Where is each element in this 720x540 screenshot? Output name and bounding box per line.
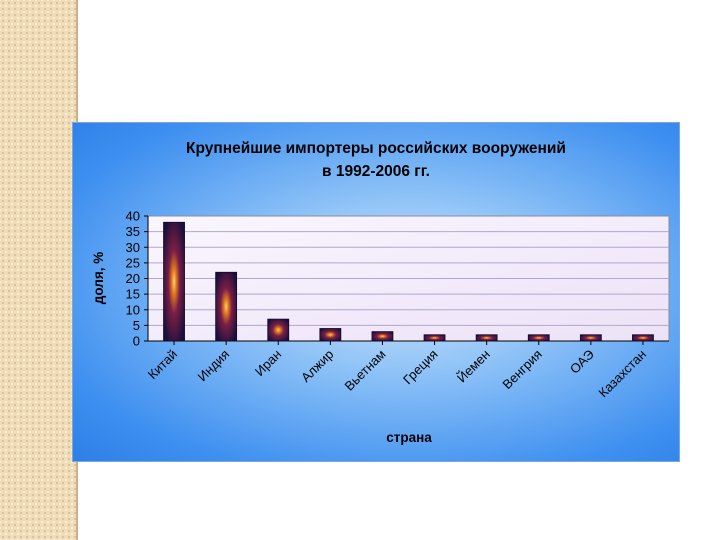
y-tick-label: 25: [126, 255, 140, 270]
y-tick-label: 10: [126, 302, 140, 317]
bar-10: [632, 334, 654, 342]
x-category-label: Венгрия: [499, 347, 545, 393]
bar-3: [267, 318, 290, 342]
x-category-label: Греция: [400, 347, 441, 388]
y-tick-label: 30: [126, 240, 140, 255]
bar-4: [319, 328, 342, 342]
y-tick-label: 15: [126, 287, 140, 302]
decorative-side-strip: [0, 0, 78, 540]
chart-title-line-1: Крупнейшие импортеры российских вооружен…: [186, 140, 566, 157]
y-tick-label: 40: [126, 209, 140, 224]
y-axis-title: доля, %: [91, 252, 106, 304]
x-category-label: Индия: [194, 347, 232, 385]
x-category-label: Иран: [252, 347, 285, 380]
x-category-label: Казахстан: [595, 347, 649, 401]
bar-9: [579, 334, 602, 342]
bar-7: [475, 334, 498, 342]
x-category-label: Китай: [145, 347, 180, 382]
y-tick-label: 35: [126, 224, 140, 239]
x-category-label: Вьетнам: [342, 346, 389, 393]
y-tick-label: 0: [133, 334, 140, 349]
x-axis-categories: Китай Индия Иран Алжир Вьетнам Греция Йемен Вен…: [145, 341, 649, 400]
bar-2: [215, 271, 238, 342]
bar-6: [423, 334, 446, 342]
bar-8: [527, 334, 550, 342]
bar-1: [163, 221, 185, 342]
chart-svg: Крупнейшие импортеры российских вооружен…: [91, 140, 670, 445]
x-category-label: Алжир: [298, 347, 337, 386]
bars-group: [163, 221, 654, 342]
x-category-label: ОАЭ: [567, 347, 597, 377]
chart-title-line-2: в 1992-2006 гг.: [322, 163, 430, 180]
x-category-label: Йемен: [454, 347, 493, 386]
bar-5: [371, 331, 394, 342]
x-axis-title: страна: [386, 430, 432, 445]
chart-panel: Крупнейшие импортеры российских вооружен…: [72, 122, 680, 462]
y-tick-label: 20: [126, 271, 140, 286]
y-tick-label: 5: [133, 318, 140, 333]
